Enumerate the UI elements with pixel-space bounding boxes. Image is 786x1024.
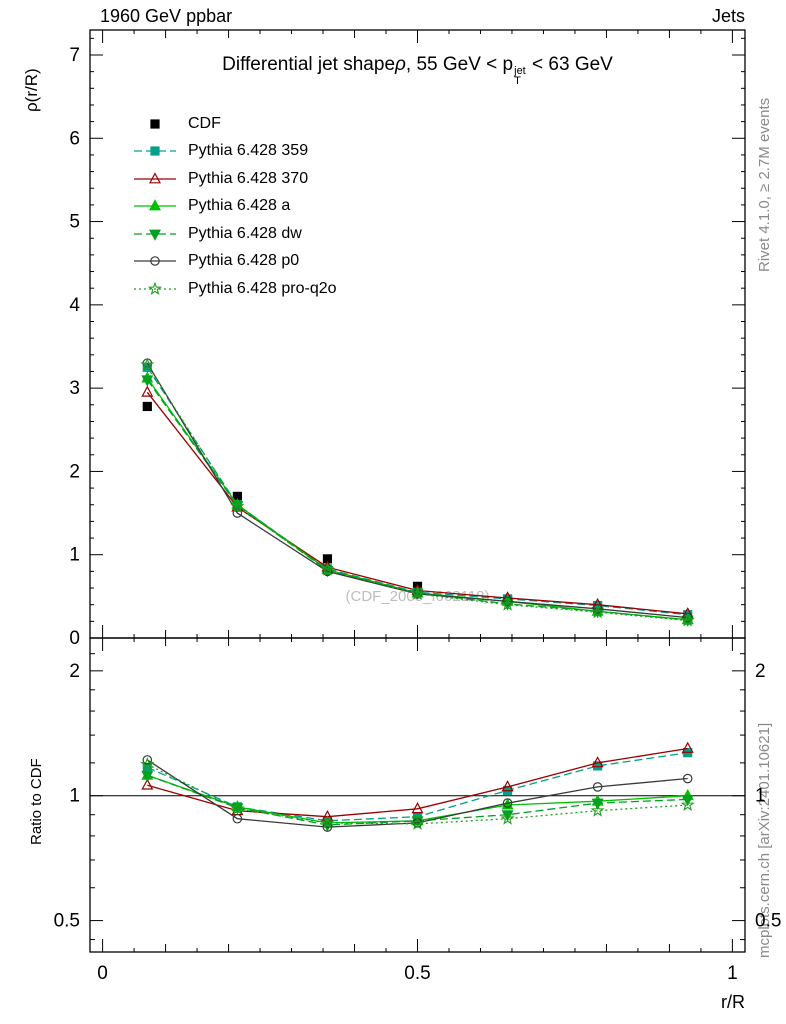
legend-item-cdf: CDF	[132, 110, 337, 138]
legend-label: Pythia 6.428 dw	[188, 224, 302, 242]
svg-text:1: 1	[727, 963, 738, 984]
beam-info-label: 1960 GeV ppbar	[100, 6, 233, 26]
pythia-p0-marker-icon	[134, 256, 176, 267]
legend-item-pythia-359: Pythia 6.428 359	[132, 138, 337, 166]
legend-item-pythia-p0: Pythia 6.428 p0	[132, 248, 337, 276]
svg-text:2: 2	[69, 461, 80, 482]
legend-item-pythia-pro-q2o: Pythia 6.428 pro-q2o	[132, 275, 337, 303]
legend-label: Pythia 6.428 pro-q2o	[188, 279, 337, 297]
legend-item-pythia-dw: Pythia 6.428 dw	[132, 220, 337, 248]
plot-title-text: , 55 GeV < p	[405, 54, 514, 75]
pt-subscript: T	[514, 75, 521, 87]
svg-text:1: 1	[69, 545, 80, 566]
legend: CDF Pythia 6.428 359 Pythia 6.428 370 Py…	[132, 110, 337, 303]
analysis-group-label: Jets	[711, 6, 745, 26]
svg-text:5: 5	[69, 212, 80, 233]
legend-label: Pythia 6.428 370	[188, 169, 309, 187]
svg-text:0: 0	[97, 963, 108, 984]
plot-title-text: Differential jet shape	[222, 54, 396, 75]
pythia-dw-marker-icon	[134, 229, 176, 241]
plot-title: Differential jet shapeρ, 55 GeV < p jet T …	[90, 54, 745, 87]
plot-title-text: < 63 GeV	[526, 54, 613, 75]
cdf-marker-icon	[150, 119, 160, 129]
svg-text:2: 2	[69, 661, 80, 682]
pt-superscript: jet	[514, 65, 526, 77]
pythia-370-marker-icon	[134, 171, 176, 184]
legend-label: Pythia 6.428 359	[188, 142, 309, 160]
legend-label: Pythia 6.428 p0	[188, 252, 300, 270]
pythia-359-marker-icon	[134, 146, 176, 156]
legend-item-pythia-a: Pythia 6.428 a	[132, 193, 337, 221]
svg-text:3: 3	[69, 378, 80, 399]
svg-text:6: 6	[69, 128, 80, 149]
svg-text:7: 7	[69, 45, 80, 66]
svg-text:0.5: 0.5	[54, 911, 80, 932]
svg-text:1: 1	[755, 786, 766, 807]
svg-text:4: 4	[69, 295, 80, 316]
pythia-pro-q2o-marker-icon	[134, 281, 176, 295]
legend-label: CDF	[188, 114, 221, 132]
x-axis-label: r/R	[721, 992, 745, 1012]
pt-sub-sup: jet T	[514, 65, 526, 87]
svg-text:0: 0	[69, 628, 80, 649]
svg-text:0.5: 0.5	[755, 911, 781, 932]
legend-label: Pythia 6.428 a	[188, 197, 291, 215]
svg-text:2: 2	[755, 661, 766, 682]
svg-text:1: 1	[69, 786, 80, 807]
pythia-a-marker-icon	[134, 199, 176, 211]
svg-text:0.5: 0.5	[404, 963, 430, 984]
rho-symbol: ρ	[395, 54, 406, 75]
legend-item-pythia-370: Pythia 6.428 370	[132, 165, 337, 193]
